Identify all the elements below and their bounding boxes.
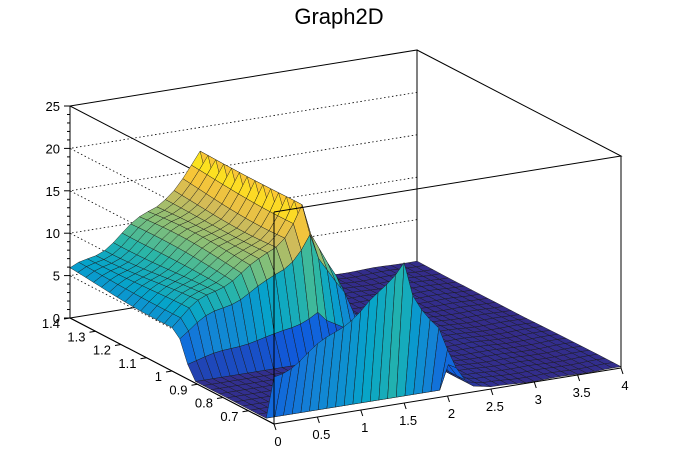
y-tick-label: 1.3 bbox=[67, 329, 85, 344]
front-frame bbox=[273, 49, 623, 424]
y-tick-label: 0.8 bbox=[195, 396, 213, 411]
x-tick bbox=[620, 367, 624, 375]
z-tick-label: 10 bbox=[46, 226, 60, 241]
x-tick-label: 3.5 bbox=[573, 385, 591, 400]
y-tick bbox=[89, 330, 96, 333]
y-tick bbox=[191, 383, 198, 386]
x-tick bbox=[533, 381, 537, 389]
y-tick-label: 0.9 bbox=[169, 382, 187, 397]
axes: 0 0.5 1 1.5 2 2.5 3 3.5 40.70.80.911.11.21.31.40… bbox=[42, 99, 629, 449]
y-tick-label: 0.7 bbox=[220, 409, 238, 424]
x-tick bbox=[490, 388, 494, 396]
x-tick-label: 2 bbox=[448, 406, 455, 421]
x-tick bbox=[273, 423, 277, 431]
y-tick bbox=[242, 410, 249, 413]
z-tick-label: 0 bbox=[53, 311, 60, 326]
y-tick-label: 1.4 bbox=[42, 316, 60, 331]
top-front-edge bbox=[273, 49, 623, 213]
x-tick-label: 0 bbox=[274, 434, 281, 449]
y-tick bbox=[114, 344, 122, 346]
y-tick-label: 1.2 bbox=[93, 343, 111, 358]
y-tick-label: 1.1 bbox=[118, 356, 136, 371]
z-tick-label: 5 bbox=[53, 269, 60, 284]
x-tick-label: 1.5 bbox=[399, 413, 417, 428]
y-tick bbox=[165, 370, 173, 373]
x-tick-label: 2.5 bbox=[486, 399, 504, 414]
x-tick bbox=[447, 395, 450, 403]
surface-cell bbox=[604, 362, 622, 369]
x-tick-label: 3 bbox=[535, 392, 542, 407]
z-tick-label: 25 bbox=[46, 99, 60, 114]
y-tick bbox=[216, 397, 224, 399]
chart-title: Graph2D bbox=[294, 4, 383, 29]
x-tick bbox=[577, 374, 581, 382]
z-tick-label: 20 bbox=[46, 141, 60, 156]
y-tick-label: 1 bbox=[155, 369, 162, 384]
x-tick-label: 0.5 bbox=[312, 427, 330, 442]
z-tick-label: 15 bbox=[46, 184, 60, 199]
y-tick bbox=[140, 357, 147, 360]
x-tick bbox=[403, 402, 407, 410]
surface-plot bbox=[69, 150, 622, 419]
x-tick-label: 4 bbox=[621, 378, 628, 393]
x-tick bbox=[316, 416, 320, 424]
x-tick-label: 1 bbox=[361, 420, 368, 435]
x-tick bbox=[360, 409, 364, 417]
